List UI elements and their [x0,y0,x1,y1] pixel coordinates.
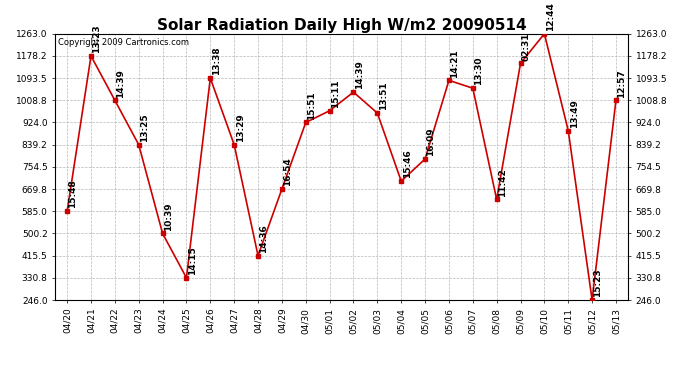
Text: 13:30: 13:30 [474,57,483,86]
Text: 12:44: 12:44 [546,2,555,31]
Text: 15:23: 15:23 [593,268,602,297]
Text: 13:23: 13:23 [92,24,101,53]
Text: 13:25: 13:25 [140,113,149,142]
Text: 14:36: 14:36 [259,224,268,253]
Text: 02:31: 02:31 [522,32,531,60]
Text: 14:21: 14:21 [451,49,460,78]
Text: 15:46: 15:46 [402,150,412,178]
Text: 13:29: 13:29 [235,113,244,142]
Text: 11:42: 11:42 [498,168,507,197]
Text: 14:15: 14:15 [188,246,197,275]
Title: Solar Radiation Daily High W/m2 20090514: Solar Radiation Daily High W/m2 20090514 [157,18,526,33]
Text: 15:11: 15:11 [331,80,340,108]
Text: 14:39: 14:39 [116,69,126,98]
Text: 15:51: 15:51 [307,91,316,120]
Text: 14:39: 14:39 [355,60,364,89]
Text: 13:51: 13:51 [379,82,388,110]
Text: 16:09: 16:09 [426,128,435,156]
Text: 13:49: 13:49 [570,99,579,128]
Text: 10:39: 10:39 [164,202,173,231]
Text: Copyright 2009 Cartronics.com: Copyright 2009 Cartronics.com [58,38,189,47]
Text: 16:54: 16:54 [284,158,293,186]
Text: 15:48: 15:48 [68,180,77,209]
Text: 13:38: 13:38 [212,47,221,75]
Text: 12:57: 12:57 [618,69,627,98]
